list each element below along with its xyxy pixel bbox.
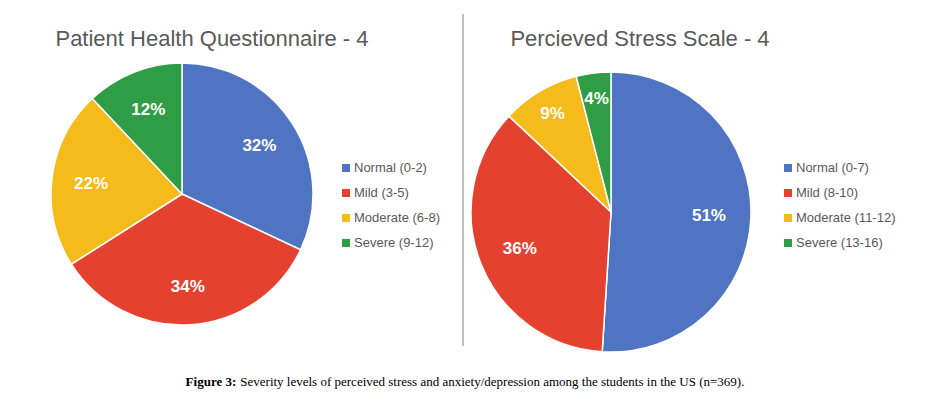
legend-entry: Moderate (11-12) (796, 210, 895, 225)
data-label: 4% (584, 89, 609, 108)
data-label: 34% (171, 277, 205, 296)
caption: Figure 3:Severity levels of perceived st… (186, 374, 745, 389)
divider (463, 14, 464, 346)
legend-entry: Severe (13-16) (796, 235, 883, 250)
data-label: 32% (242, 136, 276, 155)
caption-label: Figure 3: (186, 374, 237, 389)
pie-slice (602, 72, 751, 352)
canvas: Patient Health Questionnaire - 4 Normal (… (0, 0, 927, 406)
chart-title: Percieved Stress Scale - 4 (510, 26, 769, 51)
data-label: 12% (131, 100, 165, 119)
legend-swatch (784, 164, 792, 172)
legend-swatch (342, 164, 350, 172)
legend-swatch (784, 214, 792, 222)
pie-slice (576, 72, 611, 212)
caption-text: Severity levels of perceived stress and … (240, 374, 744, 389)
data-label: 51% (692, 206, 726, 225)
legend-entry: Severe (9-12) (354, 235, 433, 250)
legend-swatch (342, 214, 350, 222)
legend-entry: Normal (0-7) (796, 160, 869, 175)
legend-entry: Moderate (6-8) (354, 210, 440, 225)
pie-chart: Percieved Stress Scale - 4 Normal (0-7) Mi… (471, 26, 895, 352)
chart-title: Patient Health Questionnaire - 4 (55, 26, 368, 51)
legend: Normal (0-7) Mild (8-10) Moderate (11-12) S… (784, 160, 895, 250)
legend-swatch (784, 239, 792, 247)
legend: Normal (0-2) Mild (3-5) Moderate (6-8) Seve… (342, 160, 440, 250)
legend-entry: Mild (8-10) (796, 185, 858, 200)
legend-entry: Mild (3-5) (354, 185, 409, 200)
legend-swatch (784, 189, 792, 197)
data-label: 9% (540, 104, 565, 123)
pie-chart: Patient Health Questionnaire - 4 Normal (… (51, 26, 440, 325)
data-label: 36% (503, 239, 537, 258)
data-label: 22% (74, 174, 108, 193)
legend-swatch (342, 189, 350, 197)
legend-swatch (342, 239, 350, 247)
legend-entry: Normal (0-2) (354, 160, 427, 175)
figure: Patient Health Questionnaire - 4 Normal (… (0, 0, 927, 406)
